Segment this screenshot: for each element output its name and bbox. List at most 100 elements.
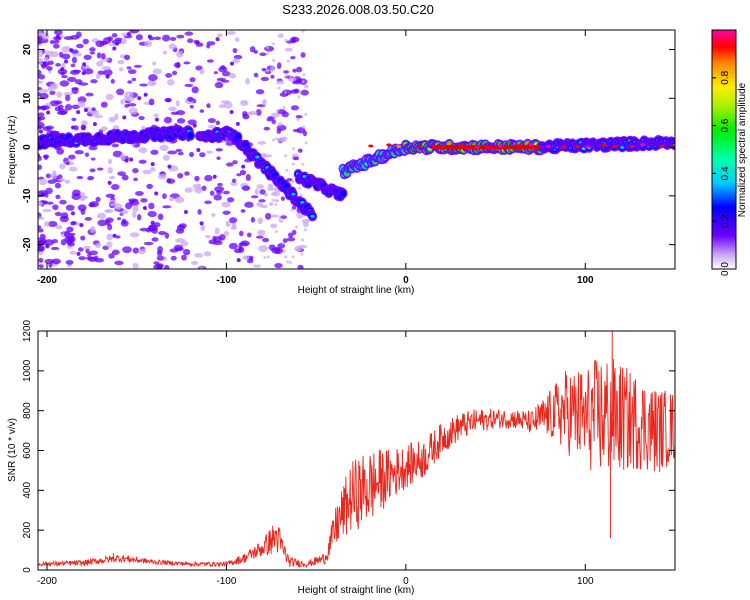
noise-speckle [297,186,301,190]
noise-speckle [244,201,254,208]
noise-speckle [221,79,230,83]
noise-speckle [175,100,180,107]
noise-speckle [164,264,170,269]
noise-speckle [280,215,287,220]
noise-speckle [146,183,153,190]
noise-speckle [71,189,81,197]
noise-speckle [70,63,76,68]
noise-speckle [269,201,274,207]
ridge-core [235,135,241,139]
noise-speckle [119,153,126,161]
noise-speckle [208,239,217,245]
noise-speckle [78,82,89,86]
noise-speckle [277,109,287,115]
x-tick-label: -200 [37,576,57,587]
noise-speckle [77,100,86,108]
spectrogram-y-label: Frequency (Hz) [7,116,18,185]
noise-speckle [105,209,112,213]
x-tick-label: 0 [403,275,409,286]
noise-speckle [167,150,178,155]
noise-speckle [47,179,57,184]
noise-speckle [264,45,275,52]
snr-series-line [38,358,675,569]
noise-speckle [191,86,199,94]
noise-speckle [38,112,45,117]
noise-speckle [274,203,278,207]
noise-speckle [77,247,84,252]
ridge-hotspot [601,143,607,147]
noise-speckle [284,255,288,259]
colorbar-tick-label: 0.4 [720,166,731,180]
noise-speckle [253,264,262,268]
y-tick-label: -20 [22,237,33,252]
noise-speckle [259,52,267,57]
noise-speckle [143,241,154,246]
noise-speckle [301,238,305,242]
noise-speckle [50,246,60,251]
noise-speckle [39,88,49,93]
noise-speckle [177,151,184,156]
noise-speckle [284,47,293,52]
noise-speckle [110,183,120,191]
noise-speckle [38,74,46,80]
noise-speckle [148,74,158,82]
y-tick-label: -10 [22,188,33,203]
noise-speckle [152,61,157,66]
noise-blob [76,110,81,115]
noise-speckle [64,179,71,184]
noise-speckle [241,185,251,191]
noise-speckle [38,106,43,110]
noise-speckle [61,53,71,60]
noise-speckle [274,199,280,203]
noise-speckle [302,125,306,129]
noise-speckle [184,31,194,36]
noise-speckle [97,212,107,219]
noise-speckle [61,46,72,53]
noise-speckle [290,56,296,60]
noise-blob [70,211,75,216]
noise-speckle [122,246,132,254]
noise-speckle [280,136,288,142]
noise-speckle [139,227,149,232]
noise-speckle [114,260,124,266]
noise-speckle [300,89,309,96]
noise-speckle [204,200,212,205]
noise-speckle [52,43,60,49]
noise-speckle [176,118,186,124]
noise-speckle [258,199,266,203]
noise-speckle [166,178,176,184]
noise-blob [150,220,155,225]
noise-speckle [38,225,42,229]
noise-speckle [231,178,237,183]
noise-blob [92,122,97,127]
noise-speckle [156,255,165,261]
noise-speckle [276,128,282,134]
noise-speckle [63,230,71,238]
noise-speckle [278,137,282,141]
noise-speckle [133,64,142,68]
noise-blob [235,121,240,126]
noise-speckle [71,220,77,226]
noise-speckle [54,211,62,217]
ridge-hotspot [417,145,423,149]
spectrogram-x-label: Height of straight line (km) [298,285,415,296]
noise-speckle [38,164,42,170]
noise-speckle [220,65,226,70]
noise-speckle [65,204,75,211]
noise-speckle [176,34,185,39]
noise-speckle [120,98,125,105]
noise-speckle [222,210,231,215]
noise-speckle [249,110,258,116]
noise-speckle [173,62,181,68]
noise-blob [167,164,172,169]
noise-speckle [131,211,137,218]
noise-speckle [128,107,138,115]
ridge-hotspot [497,144,503,148]
noise-speckle [106,233,114,241]
noise-speckle [82,38,89,45]
noise-speckle [83,245,91,250]
noise-speckle [85,92,94,97]
noise-speckle [227,197,235,203]
